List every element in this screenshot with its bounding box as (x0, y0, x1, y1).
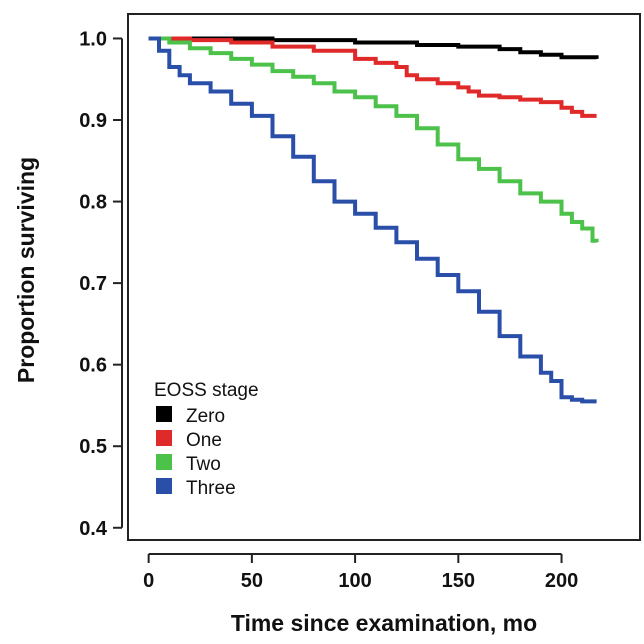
y-axis: 0.4 0.5 0.6 0.7 0.8 0.9 1.0 (79, 28, 123, 540)
x-axis: 0 50 100 150 200 (143, 553, 578, 592)
x-tick-label: 150 (442, 570, 475, 592)
y-tick-label: 0.5 (79, 436, 107, 458)
y-tick-label: 0.9 (79, 110, 107, 132)
series-line-one (148, 36, 597, 118)
y-tick-label: 0.4 (79, 518, 108, 540)
x-tick-label: 0 (143, 570, 154, 592)
legend: EOSS stage Zero One Two Three (154, 380, 259, 499)
plot-frame (127, 13, 641, 541)
legend-swatch-zero (156, 406, 172, 422)
x-tick-label: 200 (545, 570, 578, 592)
legend-items: Zero One Two Three (156, 406, 236, 499)
y-tick-label: 0.6 (79, 355, 107, 377)
x-tick-label: 100 (338, 570, 371, 592)
series-line-two (148, 36, 599, 243)
series-line-three (148, 36, 597, 404)
series-layer (148, 36, 599, 404)
legend-label-three: Three (186, 478, 236, 499)
legend-title: EOSS stage (154, 380, 259, 401)
legend-swatch-two (156, 454, 172, 470)
series-line-zero (148, 36, 599, 60)
y-tick-label: 0.7 (79, 273, 107, 295)
legend-label-one: One (186, 430, 222, 451)
legend-swatch-three (156, 478, 172, 494)
legend-label-two: Two (186, 454, 221, 475)
x-tick-label: 50 (241, 570, 263, 592)
legend-swatch-one (156, 430, 172, 446)
y-axis-title: Proportion surviving (13, 157, 39, 383)
y-tick-label: 0.8 (79, 192, 107, 214)
legend-label-zero: Zero (186, 406, 225, 427)
x-axis-title: Time since examination, mo (231, 610, 537, 636)
y-tick-label: 1.0 (79, 28, 107, 50)
